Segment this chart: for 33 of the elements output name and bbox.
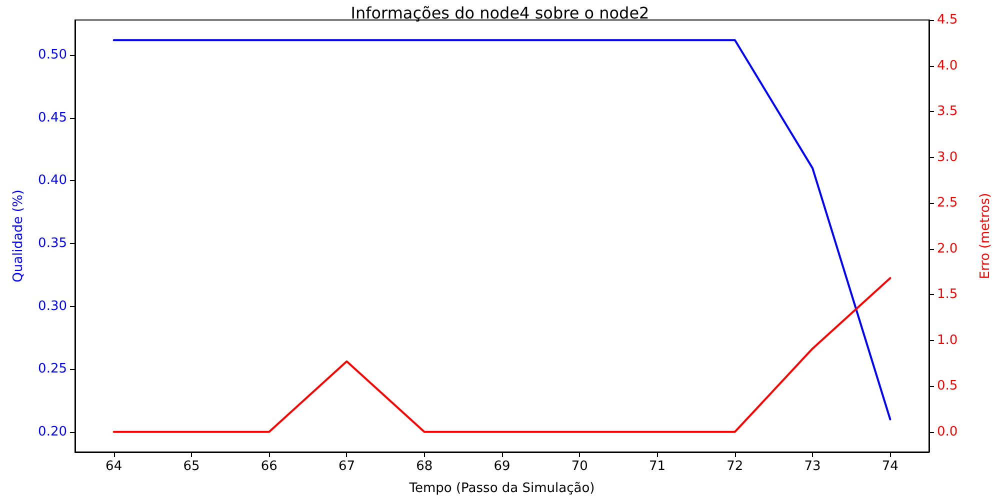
y2-tick-label: 3.5 bbox=[937, 104, 958, 120]
chart-title: Informações do node4 sobre o node2 bbox=[350, 4, 650, 22]
y-tick-label: 0.45 bbox=[38, 110, 67, 126]
x-axis-title: Tempo (Passo da Simulação) bbox=[408, 481, 595, 496]
y-axis-title: Qualidade (%) bbox=[11, 190, 26, 282]
x-tick-label: 66 bbox=[260, 459, 278, 474]
y2-axis-title: Erro (metros) bbox=[978, 192, 993, 280]
x-tick-label: 68 bbox=[416, 459, 433, 474]
y2-tick-label: 2.5 bbox=[937, 196, 958, 211]
y2-tick-label: 4.5 bbox=[937, 12, 958, 28]
y2-tick-label: 1.5 bbox=[937, 287, 958, 302]
x-tick-label: 72 bbox=[726, 459, 744, 474]
y-tick-label: 0.35 bbox=[38, 236, 67, 252]
y2-tick-label: 2.0 bbox=[937, 241, 958, 256]
x-tick-label: 74 bbox=[882, 459, 898, 474]
y2-tick-label: 3.0 bbox=[937, 150, 958, 165]
y2-tick-label: 1.0 bbox=[937, 332, 958, 348]
y2-tick-label: 0.0 bbox=[937, 424, 958, 440]
x-tick-label: 70 bbox=[571, 459, 588, 474]
x-tick-label: 69 bbox=[494, 459, 510, 474]
y-tick-label: 0.40 bbox=[38, 173, 67, 188]
x-tick-label: 71 bbox=[649, 459, 666, 474]
y2-tick-label: 0.5 bbox=[937, 378, 958, 394]
y-tick-label: 0.25 bbox=[38, 362, 67, 377]
x-tick-label: 73 bbox=[804, 459, 821, 474]
y-tick-label: 0.50 bbox=[38, 48, 67, 63]
y-tick-label: 0.20 bbox=[38, 424, 67, 440]
x-tick-label: 67 bbox=[338, 459, 355, 474]
x-tick-label: 64 bbox=[106, 459, 122, 474]
y2-tick-label: 4.0 bbox=[937, 58, 958, 74]
x-tick-label: 65 bbox=[183, 459, 200, 474]
line-series bbox=[112, 277, 892, 433]
y-tick-label: 0.30 bbox=[38, 298, 67, 314]
